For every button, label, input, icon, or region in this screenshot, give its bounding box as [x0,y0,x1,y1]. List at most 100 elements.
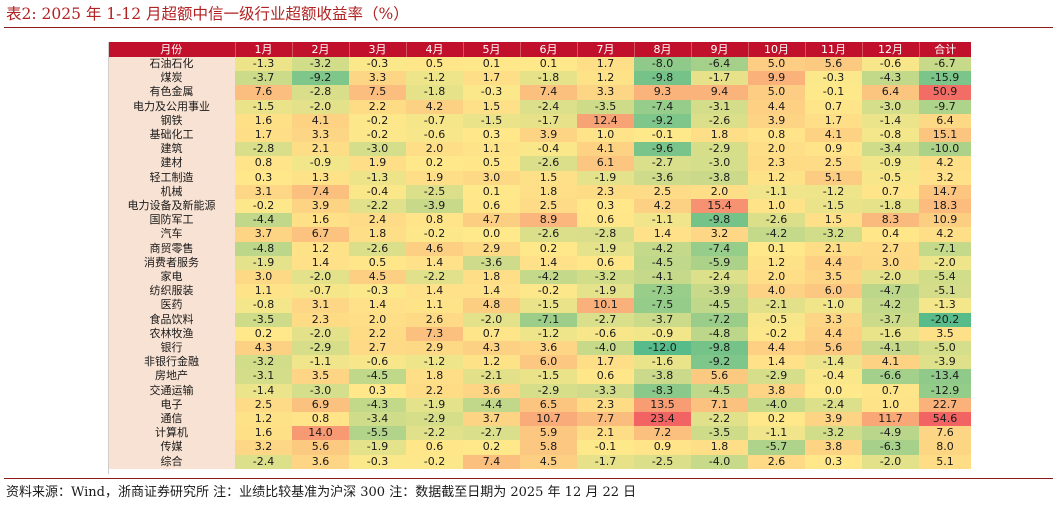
value-cell: 5.9 [520,426,577,441]
value-cell: -8.3 [634,383,691,398]
table-row: 银行 4.3 -2.9 2.7 2.9 4.3 3.6 -4.0 -12.0 -9.8 4.4 5.6… [108,341,971,356]
value-cell: -1.5 [463,113,520,129]
value-cell: 5.6 [805,57,862,72]
value-cell: 0.8 [406,213,463,228]
value-cell: -0.7 [292,284,349,299]
value-cell: -1.9 [577,284,634,299]
value-cell: -2.5 [406,184,463,200]
value-cell: -4.8 [691,326,748,342]
value-cell: -3.3 [577,383,634,398]
table-row: 电力设备及新能源 -0.2 3.9 -2.2 -3.9 0.6 2.5 0.3 4.2 15.4 1… [108,199,971,214]
value-cell: -1.3 [349,170,406,185]
value-cell: -9.2 [691,355,748,370]
value-cell: -4.5 [691,383,748,398]
value-cell: -1.1 [292,355,349,370]
value-cell: -2.0 [862,454,919,469]
value-cell: -4.7 [862,284,919,299]
value-cell: -4.8 [235,241,292,256]
value-cell: 1.2 [292,241,349,256]
value-cell: 10.7 [520,412,577,427]
value-cell: 1.9 [406,170,463,185]
value-cell: 1.4 [349,298,406,313]
value-cell: -4.2 [520,270,577,285]
value-cell: -4.1 [862,341,919,356]
value-cell: 2.1 [805,241,862,256]
value-cell: 1.2 [748,255,805,271]
value-cell: 4.7 [463,213,520,228]
table-row: 传媒 3.2 5.6 -1.9 0.6 0.2 5.8 -0.1 0.9 1.8 -5.7 3.8 -6… [108,440,971,455]
value-cell: 2.5 [235,397,292,413]
value-cell: -6.3 [862,440,919,455]
value-cell: 2.6 [748,454,805,469]
heatmap-table: 月份 1月 2月 3月 4月 5月 6月 7月 8月 9月 10月 11月 12月 合计 石油石化 -1.3… [108,42,971,469]
table-row: 通信 1.2 0.8 -3.4 -2.9 3.7 10.7 7.7 23.4 -2.2 0.2 3.9… [108,412,971,427]
value-cell: 4.8 [463,298,520,313]
value-cell: 0.7 [805,99,862,114]
value-cell: -2.0 [862,270,919,285]
value-cell: 3.5 [805,270,862,285]
value-cell: 1.6 [292,213,349,228]
value-cell: -1.6 [862,326,919,342]
row-label: 电力设备及新能源 [108,199,235,214]
table-row: 钢铁 1.6 4.1 -0.2 -0.7 -1.5 -1.7 12.4 -9.2 -2.6 3.9 1… [108,113,971,129]
value-cell: 3.3 [805,312,862,327]
value-cell: -2.7 [463,426,520,441]
total-cell: -15.9 [919,71,971,86]
row-label: 电子 [108,397,235,413]
value-cell: 3.9 [292,199,349,214]
value-cell: -8.0 [634,57,691,72]
total-cell: -1.3 [919,298,971,313]
row-label: 汽车 [108,227,235,242]
value-cell: -1.2 [406,355,463,370]
value-cell: 3.5 [292,369,349,384]
value-cell: -3.2 [292,57,349,72]
title-divider [4,27,1053,28]
value-cell: -5.9 [691,255,748,271]
value-cell: -1.1 [748,184,805,200]
value-cell: 1.4 [463,284,520,299]
value-cell: -4.1 [634,270,691,285]
value-cell: -1.5 [235,99,292,114]
value-cell: 0.7 [862,184,919,200]
value-cell: 1.3 [292,170,349,185]
value-cell: 4.2 [634,199,691,214]
header-col-1: 1月 [235,42,293,57]
value-cell: 8.9 [520,213,577,228]
value-cell: -4.4 [463,397,520,413]
value-cell: 2.1 [577,426,634,441]
value-cell: 0.9 [805,142,862,157]
value-cell: -4.0 [577,341,634,356]
value-cell: -3.0 [691,156,748,171]
value-cell: -0.2 [406,227,463,242]
value-cell: -1.8 [862,199,919,214]
value-cell: 4.4 [805,326,862,342]
value-cell: 7.2 [634,426,691,441]
value-cell: -3.4 [349,412,406,427]
value-cell: -2.6 [520,227,577,242]
total-cell: 14.7 [919,184,971,200]
total-cell: 54.6 [919,412,971,427]
row-label: 有色金属 [108,85,235,100]
value-cell: -1.0 [805,298,862,313]
value-cell: -7.2 [691,312,748,327]
value-cell: 2.0 [349,312,406,327]
total-cell: 10.9 [919,213,971,228]
header-col-5: 5月 [463,42,521,57]
value-cell: 4.4 [748,341,805,356]
value-cell: 0.2 [748,412,805,427]
value-cell: -1.1 [634,213,691,228]
value-cell: 2.5 [805,156,862,171]
value-cell: 5.0 [748,85,805,100]
value-cell: 1.6 [235,426,292,441]
header-col-7: 7月 [577,42,635,57]
value-cell: -3.6 [634,170,691,185]
value-cell: -2.8 [235,142,292,157]
value-cell: -4.4 [235,213,292,228]
row-label: 国防军工 [108,213,235,228]
value-cell: 0.3 [577,199,634,214]
value-cell: -4.3 [862,71,919,86]
value-cell: 2.6 [406,312,463,327]
value-cell: -0.2 [406,454,463,469]
value-cell: 4.2 [406,99,463,114]
value-cell: -2.2 [691,412,748,427]
